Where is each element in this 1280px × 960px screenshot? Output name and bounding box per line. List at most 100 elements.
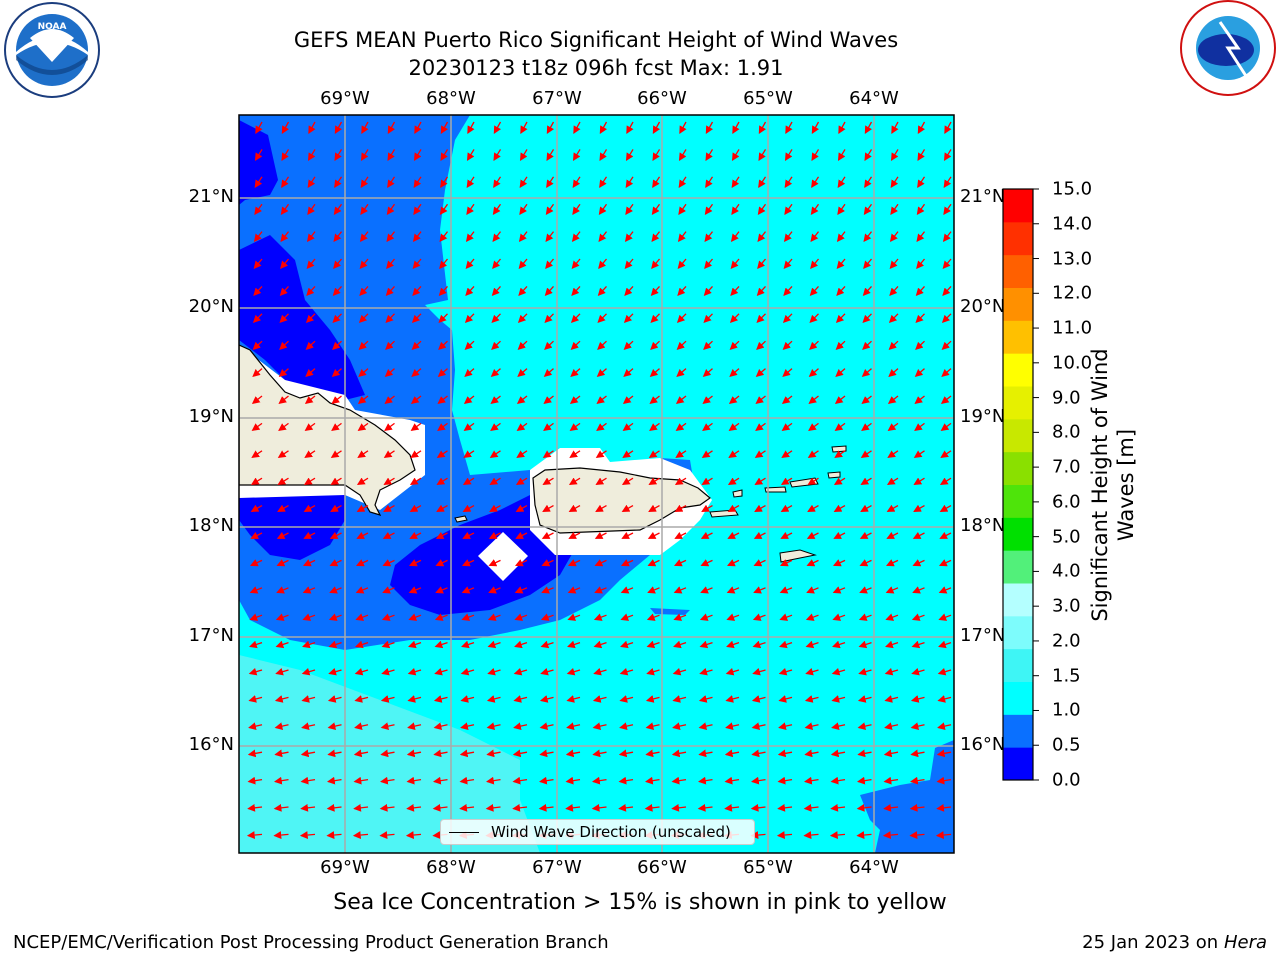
wind-wave-arrow: [248, 695, 263, 703]
wind-wave-arrow: [678, 149, 687, 162]
wind-wave-arrow: [255, 121, 263, 135]
wind-wave-arrow: [886, 531, 899, 539]
wind-wave-arrow: [645, 722, 660, 730]
wind-wave-arrow: [623, 313, 634, 324]
wind-wave-arrow: [539, 776, 554, 785]
wind-wave-arrow: [727, 504, 740, 512]
wind-wave-arrow: [357, 450, 369, 458]
wind-wave-arrow: [783, 258, 793, 270]
wind-wave-arrow: [914, 422, 925, 431]
colorbar-segment: [1003, 484, 1033, 518]
wind-wave-arrow: [359, 285, 369, 297]
wind-wave-arrow: [331, 422, 342, 431]
wind-wave-arrow: [516, 422, 528, 431]
wind-wave-arrow: [890, 203, 899, 216]
wind-wave-arrow: [940, 422, 952, 431]
wind-wave-arrow: [645, 695, 660, 703]
legend-line-swatch: [449, 831, 479, 833]
wind-wave-arrow: [462, 531, 475, 539]
wind-wave-arrow: [598, 231, 608, 243]
wind-wave-arrow: [247, 803, 263, 812]
lat-label-left-19: 19°N: [188, 406, 234, 427]
wind-wave-arrow: [360, 176, 369, 189]
wind-wave-arrow: [915, 313, 925, 324]
wind-wave-arrow: [461, 640, 475, 649]
wind-wave-arrow: [493, 121, 502, 135]
wind-wave-arrow: [728, 395, 740, 405]
wind-wave-arrow: [807, 504, 819, 512]
wind-wave-arrow: [649, 422, 660, 431]
wind-wave-arrow: [433, 776, 448, 785]
colorbar-tick-label: 0.5: [1052, 734, 1081, 756]
wind-wave-arrow: [414, 121, 422, 135]
wind-wave-arrow: [299, 831, 316, 839]
wind-wave-arrow: [463, 395, 475, 405]
wind-wave-arrow: [331, 395, 342, 405]
wind-wave-arrow: [836, 285, 846, 297]
wind-wave-arrow: [438, 285, 448, 297]
wind-wave-arrow: [464, 368, 475, 378]
wind-wave-arrow: [860, 477, 872, 485]
wind-wave-arrow: [280, 203, 290, 216]
wind-wave-arrow: [306, 231, 316, 243]
wind-wave-arrow: [355, 640, 369, 649]
wind-wave-arrow: [729, 313, 740, 324]
wind-wave-arrow: [756, 313, 766, 324]
wind-wave-arrow: [513, 695, 528, 703]
wind-wave-arrow: [811, 176, 820, 189]
wind-wave-arrow: [273, 803, 289, 812]
wind-wave-arrow: [596, 395, 607, 405]
wind-wave-arrow: [572, 203, 581, 216]
wind-wave-arrow: [625, 176, 634, 189]
wind-wave-arrow: [915, 285, 925, 297]
wind-wave-arrow: [487, 667, 501, 676]
wind-wave-arrow: [383, 450, 395, 458]
wind-wave-arrow: [437, 368, 448, 378]
wind-wave-arrow: [487, 613, 501, 621]
wind-wave-arrow: [249, 586, 263, 594]
wind-wave-arrow: [727, 531, 740, 539]
wind-wave-arrow: [413, 176, 422, 189]
wind-wave-arrow: [488, 586, 501, 594]
wind-wave-arrow: [596, 422, 607, 431]
wind-wave-arrow: [831, 722, 846, 730]
wind-wave-arrow: [646, 613, 660, 621]
lon-label-top-67: 67°W: [532, 88, 582, 109]
wind-wave-arrow: [725, 722, 740, 730]
wind-wave-arrow: [705, 149, 714, 162]
wind-wave-arrow: [360, 203, 369, 216]
wind-wave-arrow: [326, 831, 342, 839]
wind-wave-arrow: [727, 477, 740, 485]
wind-wave-arrow: [408, 613, 422, 621]
wind-wave-arrow: [730, 285, 740, 297]
wind-wave-arrow: [861, 395, 872, 405]
wind-wave-arrow: [623, 340, 634, 351]
gridlines: [239, 115, 954, 853]
wind-wave-arrow: [305, 340, 316, 351]
wind-wave-arrow: [331, 368, 342, 378]
wind-wave-arrow: [838, 121, 846, 135]
wind-wave-arrow: [519, 203, 528, 216]
wind-wave-arrow: [248, 667, 263, 676]
wind-wave-arrow: [332, 285, 342, 297]
wind-wave-arrow: [776, 831, 793, 839]
wind-wave-arrow: [778, 695, 793, 703]
wind-wave-arrow: [279, 285, 289, 297]
wind-wave-arrow: [515, 531, 528, 539]
wind-wave-arrow: [700, 531, 713, 539]
wind-wave-arrow: [755, 395, 766, 405]
wind-wave-arrow: [387, 121, 396, 135]
wind-wave-arrow: [755, 368, 766, 378]
wind-wave-arrow: [542, 450, 554, 458]
wind-wave-arrow: [539, 695, 554, 703]
wind-wave-arrow: [540, 640, 554, 649]
wind-wave-arrow: [440, 176, 449, 189]
wind-wave-arrow: [539, 722, 554, 730]
wind-wave-arrow: [883, 803, 899, 812]
wind-wave-arrow: [328, 667, 342, 676]
wind-wave-arrow: [353, 749, 369, 758]
wind-wave-arrow: [439, 231, 449, 243]
wind-wave-arrow: [301, 695, 316, 703]
wind-wave-arrow: [912, 586, 925, 594]
lat-label-left-21: 21°N: [188, 186, 234, 207]
